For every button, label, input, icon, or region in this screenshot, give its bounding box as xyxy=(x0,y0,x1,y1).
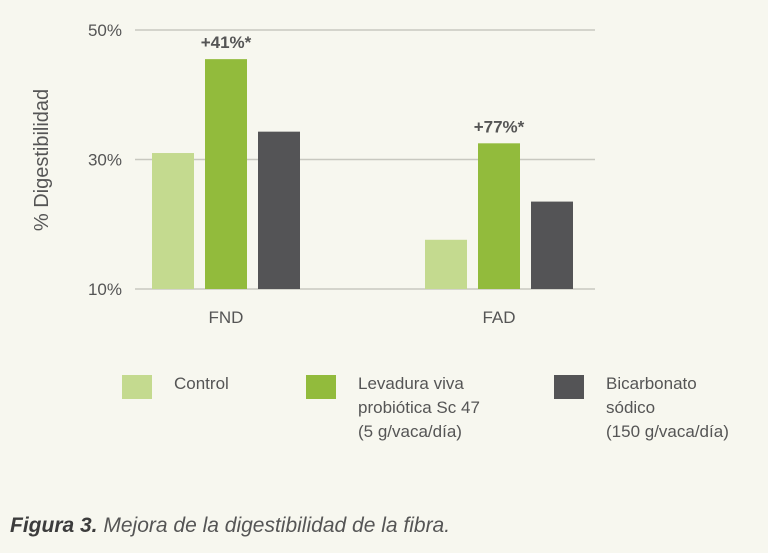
bar xyxy=(152,153,194,289)
bar xyxy=(531,201,573,289)
y-tick-label: 50% xyxy=(88,21,122,40)
x-tick-label: FAD xyxy=(482,308,515,327)
caption-lead: Figura 3. xyxy=(10,514,98,537)
bar-chart: 10% 30% 50% % Digestibilidad +41%* +77%* FN… xyxy=(31,21,595,327)
legend-label: Levadura viva probiótica Sc 47 (5 g/vaca… xyxy=(358,374,480,441)
caption-text: Mejora de la digestibilidad de la fibra. xyxy=(97,514,451,537)
bar xyxy=(258,131,300,289)
annotations: +41%* +77%* xyxy=(201,33,525,136)
annotation-label: +41%* xyxy=(201,33,252,52)
legend-item-levadura: Levadura viva probiótica Sc 47 (5 g/vaca… xyxy=(306,372,480,444)
y-axis-ticks: 10% 30% 50% xyxy=(88,21,122,299)
legend-label: Control xyxy=(174,374,229,393)
legend: Control Levadura viva probiótica Sc 47 (… xyxy=(0,370,768,460)
legend-item-bicarbonato: Bicarbonato sódico (150 g/vaca/día) xyxy=(554,372,729,444)
y-axis-label: % Digestibilidad xyxy=(31,89,53,231)
x-tick-label: FND xyxy=(209,308,244,327)
y-tick-label: 10% xyxy=(88,280,122,299)
legend-item-control: Control xyxy=(122,372,229,399)
y-tick-label: 30% xyxy=(88,151,122,170)
legend-swatch xyxy=(122,375,152,399)
gridlines xyxy=(135,29,595,290)
legend-swatch xyxy=(306,375,336,399)
bar xyxy=(205,59,247,290)
bar xyxy=(425,239,467,289)
legend-swatch xyxy=(554,375,584,399)
bar xyxy=(478,143,520,289)
x-axis-ticks: FND FAD xyxy=(209,308,516,327)
figure-caption: Figura 3. Mejora de la digestibilidad de… xyxy=(10,514,450,538)
bars xyxy=(152,59,573,290)
annotation-label: +77%* xyxy=(474,117,525,136)
legend-label: Bicarbonato sódico (150 g/vaca/día) xyxy=(606,374,729,441)
